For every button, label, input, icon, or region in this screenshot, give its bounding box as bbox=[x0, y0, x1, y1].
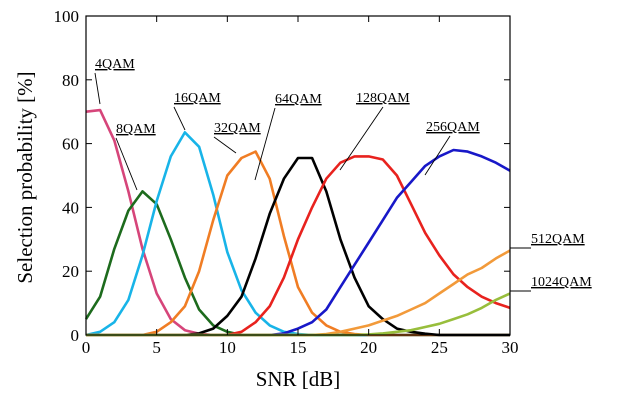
series-line-128qam bbox=[86, 155, 511, 337]
series-label-256qam: 256QAM bbox=[426, 120, 480, 135]
series-label-512qam: 512QAM bbox=[531, 232, 585, 247]
series-label-1024qam: 1024QAM bbox=[531, 275, 592, 290]
x-tick-label: 30 bbox=[502, 338, 519, 357]
series-line-4qam bbox=[85, 108, 510, 337]
x-tick-label: 0 bbox=[82, 338, 91, 357]
series-leader-line bbox=[254, 107, 276, 181]
x-tick-label: 15 bbox=[290, 338, 307, 357]
x-axis-label: SNR [dB] bbox=[256, 367, 341, 391]
x-tick-label: 5 bbox=[152, 338, 161, 357]
y-tick-label: 20 bbox=[62, 262, 79, 281]
y-tick-label: 40 bbox=[62, 198, 79, 217]
series-label-128qam: 128QAM bbox=[356, 91, 410, 106]
series-label-8qam: 8QAM bbox=[116, 122, 156, 137]
x-tick-label: 20 bbox=[360, 338, 377, 357]
y-tick-label: 0 bbox=[71, 326, 80, 345]
y-tick-label: 80 bbox=[62, 71, 79, 90]
x-tick-label: 10 bbox=[219, 338, 236, 357]
series-leader-line bbox=[173, 106, 186, 131]
series-label-4qam: 4QAM bbox=[95, 57, 135, 72]
series-leader-line bbox=[213, 136, 237, 154]
x-tick-label: 25 bbox=[431, 338, 448, 357]
y-tick-label: 100 bbox=[54, 7, 80, 26]
series-line-32qam bbox=[86, 150, 510, 337]
series-leader-line bbox=[339, 106, 384, 171]
series-leader-line bbox=[94, 72, 101, 105]
series-leader-line bbox=[424, 135, 451, 176]
series-label-64qam: 64QAM bbox=[275, 92, 322, 107]
series-line-64qam bbox=[86, 156, 510, 337]
y-tick-label: 60 bbox=[62, 135, 79, 154]
series-label-32qam: 32QAM bbox=[214, 121, 261, 136]
y-axis-label: Selection probability [%] bbox=[13, 71, 37, 283]
ticks-layer: 0 5 10 15 20 25 30 0 20 40 60 80 100 bbox=[54, 7, 519, 357]
series-label-16qam: 16QAM bbox=[174, 91, 221, 106]
series-layer bbox=[84, 108, 511, 337]
series-leader-line bbox=[115, 137, 138, 191]
labels-layer: 4QAM 8QAM 16QAM 32QAM 64QAM 128QAM 256QAM 512QA… bbox=[94, 57, 592, 292]
series-line-16qam bbox=[85, 131, 510, 337]
